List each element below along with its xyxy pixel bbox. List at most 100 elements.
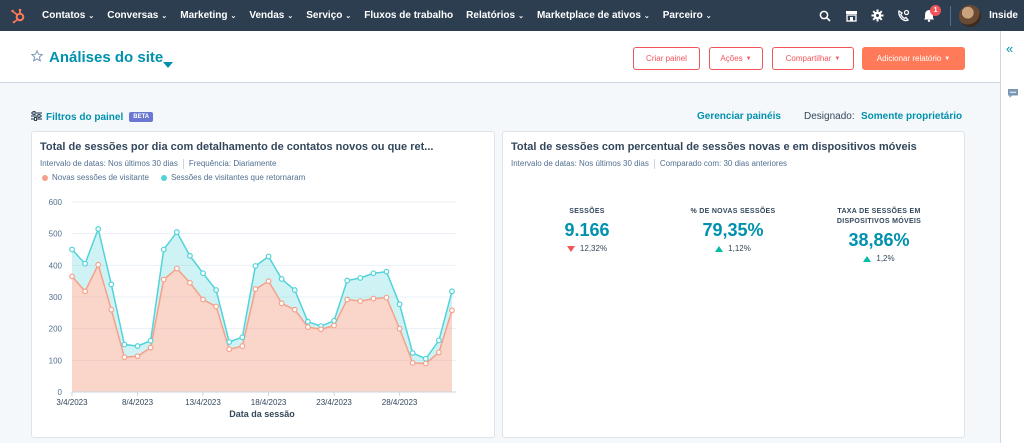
title-dropdown-caret-icon[interactable] <box>163 55 173 73</box>
chevron-down-icon: ⌄ <box>643 12 650 20</box>
assigned-label: Designado: <box>804 111 855 122</box>
kpi-label: % DE NOVAS SESSÕES <box>690 208 776 215</box>
nav-item-conversas[interactable]: Conversas ⌄ <box>101 0 174 31</box>
y-tick-label: 500 <box>49 230 63 239</box>
nav-item-marketplace-de-ativos[interactable]: Marketplace de ativos ⌄ <box>531 0 657 31</box>
returning-sessions-point <box>147 337 154 344</box>
nav-item-relat-rios[interactable]: Relatórios ⌄ <box>460 0 531 31</box>
new-sessions-point <box>187 279 193 286</box>
kpi-label: TAXA DE SESSÕES EM DISPOSITIVOS MÓVEIS <box>836 208 922 225</box>
caret-down-icon: ▼ <box>944 55 951 62</box>
chevron-down-icon: ⌄ <box>230 12 237 20</box>
calling-icon[interactable] <box>890 0 916 31</box>
new-sessions-point <box>108 306 115 313</box>
x-tick-label: 3/4/2023 <box>56 398 88 407</box>
share-button[interactable]: Compartilhar ▼ <box>772 47 854 70</box>
new-sessions-point <box>318 326 324 333</box>
nav-item-servi-o[interactable]: Serviço ⌄ <box>300 0 358 31</box>
dashboard-filters-toggle[interactable]: Filtros do painel BETA <box>31 110 154 124</box>
sessions-chart-card: Total de sessões por dia com detalhament… <box>31 131 495 438</box>
compared-text: Comparado com: 30 dias anteriores <box>659 159 788 168</box>
nav-item-vendas[interactable]: Vendas ⌄ <box>243 0 300 31</box>
nav-item-fluxos-de-trabalho[interactable]: Fluxos de trabalho <box>358 0 460 31</box>
settings-gear-icon[interactable] <box>864 0 890 31</box>
legend-item-returning[interactable]: Sessões de visitantes que retornaram <box>160 173 305 182</box>
y-tick-label: 0 <box>58 388 63 397</box>
kpi-new-sessions-percent: % DE NOVAS SESSÕES 79,35% 1,12% <box>658 207 808 253</box>
nav-item-parceiro[interactable]: Parceiro ⌄ <box>657 0 719 31</box>
new-sessions-point <box>409 359 416 366</box>
kpi-change-value: 12,32% <box>579 244 608 253</box>
notification-count-badge: 1 <box>930 5 942 16</box>
new-sessions-point <box>213 303 220 310</box>
returning-sessions-point <box>213 287 220 293</box>
date-range-text: Intervalo de datas: Nos últimos 30 dias <box>511 159 649 168</box>
chart-legend: Novas sessões de visitante Sessões de vi… <box>42 173 317 182</box>
card-title[interactable]: Total de sessões por dia com detalhament… <box>40 141 434 153</box>
new-sessions-point <box>370 295 377 302</box>
favorite-star-icon[interactable] <box>30 49 44 67</box>
kpi-change: 1,12% <box>658 244 808 253</box>
assigned-value-link[interactable]: Somente proprietário <box>861 111 963 122</box>
add-report-button[interactable]: Adicionar relatório ▼ <box>862 47 965 70</box>
legend-item-new[interactable]: Novas sessões de visitante <box>42 173 149 182</box>
page-title[interactable]: Análises do site <box>49 49 164 66</box>
new-sessions-point <box>121 354 128 361</box>
y-tick-label: 100 <box>49 356 63 365</box>
legend-swatch-new <box>42 174 48 181</box>
new-sessions-point <box>226 346 233 353</box>
date-range-text: Intervalo de datas: Nos últimos 30 dias <box>40 159 178 168</box>
returning-sessions-point <box>357 275 364 281</box>
returning-sessions-point <box>383 268 390 275</box>
returning-sessions-point <box>226 339 233 345</box>
new-sessions-point <box>82 288 89 295</box>
sessions-area-chart: 0 100 200 300 400 500 600 3/4/2023 8/4/2023 13/4/… <box>49 198 456 419</box>
returning-sessions-point <box>449 288 455 295</box>
chevron-down-icon: ⌄ <box>287 12 294 20</box>
search-icon[interactable] <box>812 0 838 31</box>
y-tick-label: 600 <box>49 198 63 207</box>
frequency-text: Frequência: Diariamente <box>188 159 277 168</box>
new-sessions-point <box>200 296 206 303</box>
account-name[interactable]: Inside <box>989 10 1018 21</box>
expand-sidebar-chevrons-icon[interactable]: « <box>1006 41 1014 56</box>
returning-sessions-point <box>344 277 351 284</box>
chat-icon[interactable] <box>1007 86 1019 104</box>
kpi-change-value: 1,12% <box>728 244 751 253</box>
card-title[interactable]: Total de sessões com percentual de sessõ… <box>511 141 917 153</box>
kpi-mobile-sessions-rate: TAXA DE SESSÕES EM DISPOSITIVOS MÓVEIS 3… <box>799 207 959 263</box>
nav-item-contatos[interactable]: Contatos ⌄ <box>36 0 101 31</box>
chevron-down-icon: ⌄ <box>88 12 95 20</box>
y-tick-label: 300 <box>49 293 63 302</box>
trend-up-icon <box>863 255 872 262</box>
new-sessions-point <box>95 261 102 268</box>
caret-down-icon: ▼ <box>834 55 841 62</box>
y-tick-label: 200 <box>49 325 63 334</box>
nav-utilities: 1 Inside <box>812 0 1024 31</box>
new-sessions-area <box>72 264 452 392</box>
actions-button[interactable]: Ações ▼ <box>709 47 763 70</box>
chevron-down-icon: ⌄ <box>345 12 352 20</box>
nav-item-marketing[interactable]: Marketing ⌄ <box>174 0 243 31</box>
returning-sessions-point <box>370 270 377 277</box>
meta-separator <box>182 159 184 169</box>
manage-dashboards-link[interactable]: Gerenciar painéis <box>697 111 781 122</box>
new-sessions-point <box>304 324 311 330</box>
new-sessions-point <box>344 296 351 303</box>
kpi-change: 12,32% <box>512 244 662 253</box>
returning-sessions-point <box>108 281 115 288</box>
kpi-value: 9.166 <box>564 220 610 240</box>
nav-divider <box>950 5 952 26</box>
returning-sessions-point <box>265 253 272 260</box>
card-meta: Intervalo de datas: Nos últimos 30 dias … <box>40 159 276 169</box>
chevron-down-icon: ⌄ <box>518 12 524 20</box>
hubspot-logo-icon[interactable] <box>0 0 36 31</box>
returning-sessions-point <box>331 317 337 324</box>
create-panel-button[interactable]: Criar painel <box>633 47 700 70</box>
new-sessions-point <box>252 286 259 292</box>
marketplace-icon[interactable] <box>838 0 864 31</box>
nav-item-label: Vendas <box>249 10 285 21</box>
notifications-bell-icon[interactable]: 1 <box>916 0 942 31</box>
user-avatar[interactable] <box>959 4 982 27</box>
new-sessions-point <box>147 344 154 351</box>
